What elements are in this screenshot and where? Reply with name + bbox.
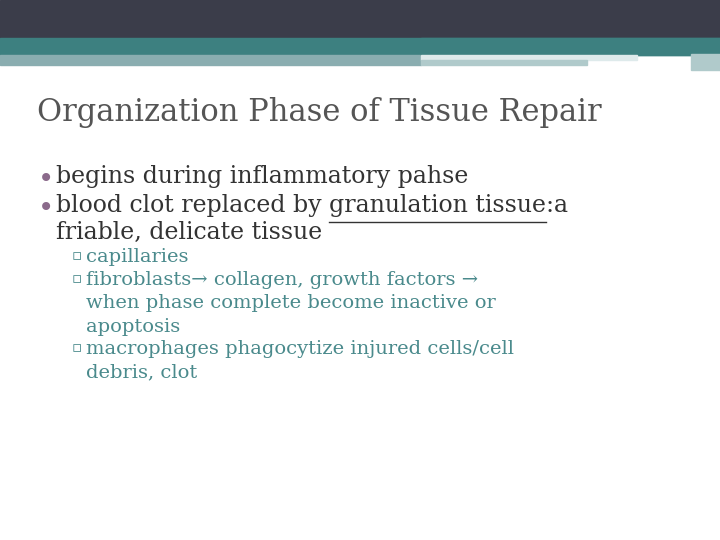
Text: •: • xyxy=(37,165,54,193)
Text: Organization Phase of Tissue Repair: Organization Phase of Tissue Repair xyxy=(37,97,602,128)
Text: friable, delicate tissue: friable, delicate tissue xyxy=(56,221,323,245)
Bar xyxy=(0,38,720,55)
Bar xyxy=(421,55,637,60)
Text: debris, clot: debris, clot xyxy=(86,363,198,381)
Bar xyxy=(0,55,421,65)
Text: blood clot replaced by granulation tissue:a: blood clot replaced by granulation tissu… xyxy=(56,194,568,218)
Text: ▫: ▫ xyxy=(72,340,82,355)
Text: apoptosis: apoptosis xyxy=(86,318,181,335)
Text: when phase complete become inactive or: when phase complete become inactive or xyxy=(86,294,496,312)
Text: begins during inflammatory pahse: begins during inflammatory pahse xyxy=(56,165,469,188)
Text: •: • xyxy=(37,194,54,222)
Text: macrophages phagocytize injured cells/cell: macrophages phagocytize injured cells/ce… xyxy=(86,340,514,358)
Bar xyxy=(421,38,720,55)
Text: ▫: ▫ xyxy=(72,248,82,264)
Text: fibroblasts→ collagen, growth factors →: fibroblasts→ collagen, growth factors → xyxy=(86,271,479,289)
Text: blood clot replaced by granulation tissue: blood clot replaced by granulation tissu… xyxy=(56,194,546,218)
Text: ▫: ▫ xyxy=(72,271,82,286)
Bar xyxy=(421,60,587,65)
Bar xyxy=(0,0,720,38)
Text: blood clot replaced by: blood clot replaced by xyxy=(56,194,329,218)
Bar xyxy=(691,54,720,70)
Text: capillaries: capillaries xyxy=(86,248,189,266)
